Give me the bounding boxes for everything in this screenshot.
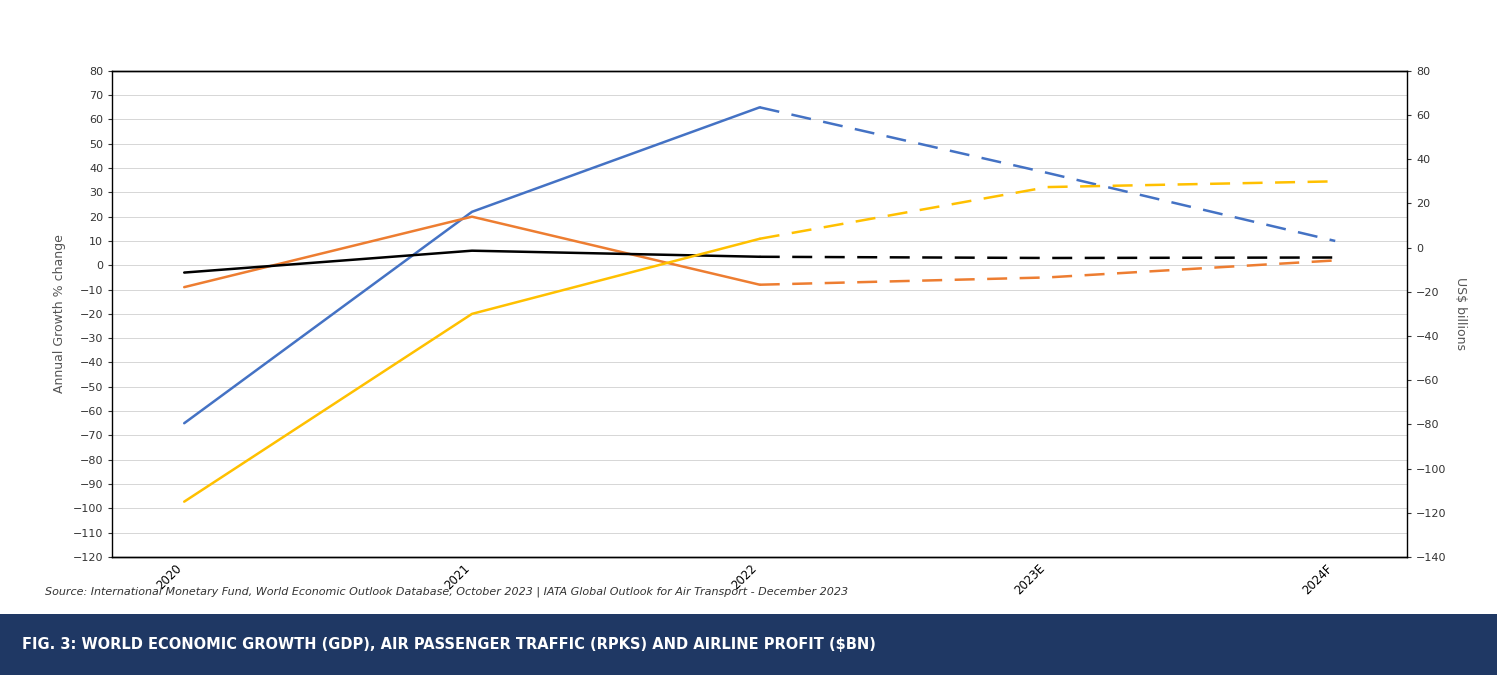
Y-axis label: US$ billions: US$ billions [1454,277,1467,350]
Text: FIG. 3: WORLD ECONOMIC GROWTH (GDP), AIR PASSENGER TRAFFIC (RPKS) AND AIRLINE PR: FIG. 3: WORLD ECONOMIC GROWTH (GDP), AIR… [22,637,876,652]
Y-axis label: Annual Growth % change: Annual Growth % change [52,234,66,394]
Legend: RPKs y-o-y % change, Cargo Growth, y-o-y % change, Global GDP, % change (constan: RPKs y-o-y % change, Cargo Growth, y-o-y… [346,650,1174,673]
Text: Source: International Monetary Fund, World Economic Outlook Database, October 20: Source: International Monetary Fund, Wor… [45,587,847,597]
